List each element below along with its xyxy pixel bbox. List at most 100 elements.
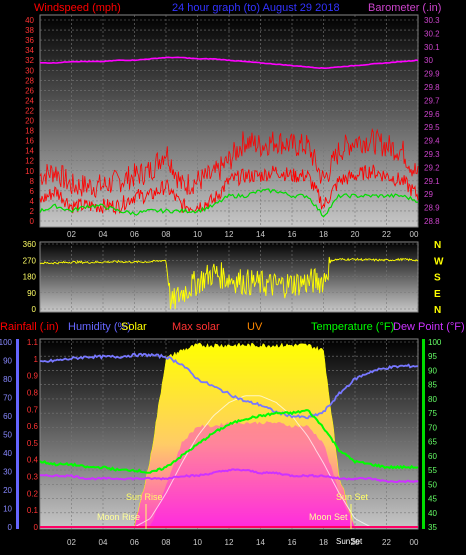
wind-tick: 14 (25, 147, 34, 156)
temperature-line (39, 409, 419, 474)
barometer-tick: 30.3 (424, 16, 440, 25)
humidity-tick: 0 (8, 523, 13, 532)
humidity-tick: 50 (3, 431, 12, 440)
barometer-tick: 29.1 (424, 177, 440, 186)
temperature-tick: 45 (428, 495, 437, 504)
temperature-tick: 75 (428, 409, 437, 418)
humidity-tick: 90 (3, 357, 12, 366)
temperature-tick: 90 (428, 366, 437, 375)
temperature-tick: 70 (428, 423, 437, 432)
x-tick: 04 (99, 230, 108, 239)
wind-tick: 20 (25, 117, 34, 126)
direction-tick: 360 (23, 240, 37, 249)
x-tick: 16 (288, 538, 297, 547)
wind-panel-title: Windspeed (mph) (34, 2, 121, 14)
wind-tick: 10 (25, 167, 34, 176)
temperature-tick: 100 (428, 338, 442, 347)
barometer-tick: 28.8 (424, 217, 440, 226)
temperature-tick: 95 (428, 352, 437, 361)
x-tick: 20 (351, 538, 360, 547)
temperature-tick: 35 (428, 523, 437, 532)
humidity-label: Humidity (%) (68, 321, 131, 333)
barometer-title: Barometer (.in) (368, 2, 441, 14)
wind-tick: 34 (25, 46, 34, 55)
x-tick: 14 (256, 230, 265, 239)
windspeed-line (39, 164, 419, 215)
wind-tick: 32 (25, 56, 34, 65)
x-tick: 22 (382, 230, 391, 239)
humidity-tick: 40 (3, 449, 12, 458)
x-tick: 02 (67, 230, 76, 239)
humidity-tick: 60 (3, 412, 12, 421)
barometer-tick: 30.2 (424, 29, 440, 38)
x-tick: 10 (193, 230, 202, 239)
compass-letter: S (434, 273, 441, 284)
wind-tick: 4 (30, 197, 35, 206)
compass-letter: N (434, 240, 441, 251)
temperature-tick: 65 (428, 438, 437, 447)
barometer-tick: 30 (424, 56, 433, 65)
x-tick: 20 (351, 230, 360, 239)
x-tick: 00 (410, 538, 419, 547)
bottom-x-axis: 02 04 06 08 10 12 14 16 18 20 22 00 (67, 538, 419, 547)
x-tick: 06 (130, 230, 139, 239)
x-tick: 22 (382, 538, 391, 547)
humidity-tick: 20 (3, 486, 12, 495)
rainfall-label: Rainfall (.in) (0, 321, 59, 333)
x-tick: 08 (162, 230, 171, 239)
x-tick: 14 (256, 538, 265, 547)
direction-tick: 0 (32, 305, 37, 314)
rainfall-tick: 1.1 (27, 338, 39, 347)
rainfall-tick: 0.6 (27, 422, 39, 431)
rainfall-tick: 0.7 (27, 405, 39, 414)
temperature-tick: 85 (428, 381, 437, 390)
rainfall-tick: 0.2 (27, 489, 39, 498)
max-solar-label: Max solar (172, 321, 220, 333)
solar-label: Solar (121, 321, 147, 333)
sun-set-label: Sun Set (336, 492, 369, 502)
barometer-tick: 29.9 (424, 70, 440, 79)
humidity-tick: 100 (0, 338, 13, 347)
wind-tick: 30 (25, 66, 34, 75)
uv-area (40, 421, 418, 527)
compass-letter: E (434, 289, 441, 300)
x-tick: 10 (193, 538, 202, 547)
humidity-tick: 10 (3, 505, 12, 514)
x-tick: 18 (319, 230, 328, 239)
wind-tick: 8 (30, 177, 35, 186)
x-tick: 12 (225, 230, 234, 239)
rainfall-tick: 0.3 (27, 473, 39, 482)
x-tick: 16 (288, 230, 297, 239)
rainfall-tick: 0.4 (27, 456, 39, 465)
barometer-tick: 29.5 (424, 123, 440, 132)
wind-direction-line (39, 256, 419, 310)
temperature-tick: 50 (428, 480, 437, 489)
wind-tick: 2 (30, 207, 35, 216)
rainfall-axis: 0 0.1 0.2 0.3 0.4 0.5 0.6 0.7 0.8 0.9 1 1.1 (27, 338, 39, 532)
wind-gust-line (39, 127, 419, 199)
temperature-label: Temperature (°F) (311, 321, 394, 333)
x-tick: 12 (225, 538, 234, 547)
dew-point-line (40, 468, 419, 484)
humidity-tick: 70 (3, 394, 12, 403)
barometer-line (39, 56, 419, 70)
wind-tick: 22 (25, 106, 34, 115)
barometer-tick: 29.8 (424, 83, 440, 92)
x-tick: 02 (67, 538, 76, 547)
humidity-tick: 30 (3, 468, 12, 477)
direction-tick: 180 (23, 273, 37, 282)
rainfall-tick: 1 (34, 355, 39, 364)
wind-tick: 36 (25, 36, 34, 45)
compass-letter: W (434, 256, 444, 267)
wind-tick: 26 (25, 86, 34, 95)
wind-tick: 18 (25, 127, 34, 136)
humidity-axis-bar (16, 339, 19, 529)
wind-x-axis: 02 04 06 08 10 12 14 16 18 20 22 00 (67, 230, 419, 239)
wind-right-axis: 28.8 28.9 29 29.1 29.2 29.3 29.4 29.5 29.6 29.7 29… (424, 16, 440, 226)
barometer-tick: 29.6 (424, 110, 440, 119)
barometer-tick: 29.4 (424, 137, 440, 146)
compass-letter: N (434, 305, 441, 316)
x-tick: 04 (99, 538, 108, 547)
